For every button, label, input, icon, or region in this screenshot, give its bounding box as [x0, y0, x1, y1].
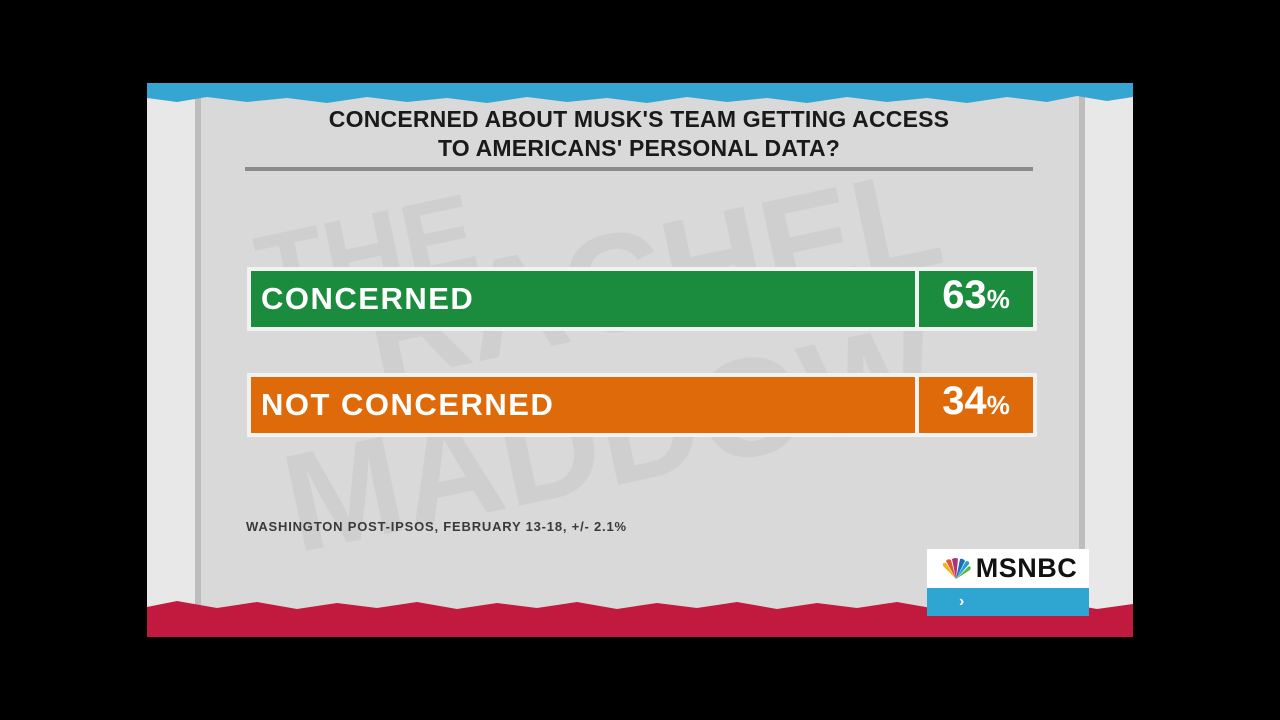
source-note: WASHINGTON POST-IPSOS, FEBRUARY 13-18, +…: [246, 519, 627, 534]
network-name: MSNBC: [975, 553, 1078, 583]
bar-row-not-concerned: NOT CONCERNED 34 %: [247, 373, 1037, 437]
bottom-stripe: [147, 601, 1133, 637]
network-bug-logo-area: MSNBC: [927, 549, 1089, 588]
graphic-panel: THE RACHEL MADDOW CONCERNED ABOUT MUSK'S…: [147, 83, 1133, 637]
chevron-right-icon: ›: [959, 593, 965, 610]
top-stripe: [147, 83, 1133, 103]
bar-value-unit-not-concerned: %: [986, 390, 1010, 420]
bar-value-unit-concerned: %: [986, 284, 1010, 314]
nbc-peacock-icon: [942, 557, 971, 579]
bar-label-concerned: CONCERNED: [261, 281, 475, 316]
chart-title-line-2: TO AMERICANS' PERSONAL DATA?: [437, 135, 841, 161]
chart-title-line-1: CONCERNED ABOUT MUSK'S TEAM GETTING ACCE…: [328, 106, 950, 132]
title-divider: [245, 167, 1033, 171]
bar-row-concerned: CONCERNED 63 %: [247, 267, 1037, 331]
bar-label-not-concerned: NOT CONCERNED: [261, 387, 555, 422]
bar-value-not-concerned: 34: [942, 379, 987, 423]
bar-value-concerned: 63: [942, 273, 987, 317]
bar-value-box-not-concerned: 34 %: [919, 377, 1033, 433]
network-bug: MSNBC ›: [927, 549, 1089, 616]
bottom-stripe-shape: [147, 601, 1133, 637]
network-bug-ticker: ›: [927, 588, 1089, 616]
bar-concerned: CONCERNED: [251, 271, 915, 327]
bar-value-box-concerned: 63 %: [919, 271, 1033, 327]
bar-not-concerned: NOT CONCERNED: [251, 377, 915, 433]
chart-title: CONCERNED ABOUT MUSK'S TEAM GETTING ACCE…: [245, 105, 1033, 163]
top-stripe-shape: [147, 83, 1133, 103]
